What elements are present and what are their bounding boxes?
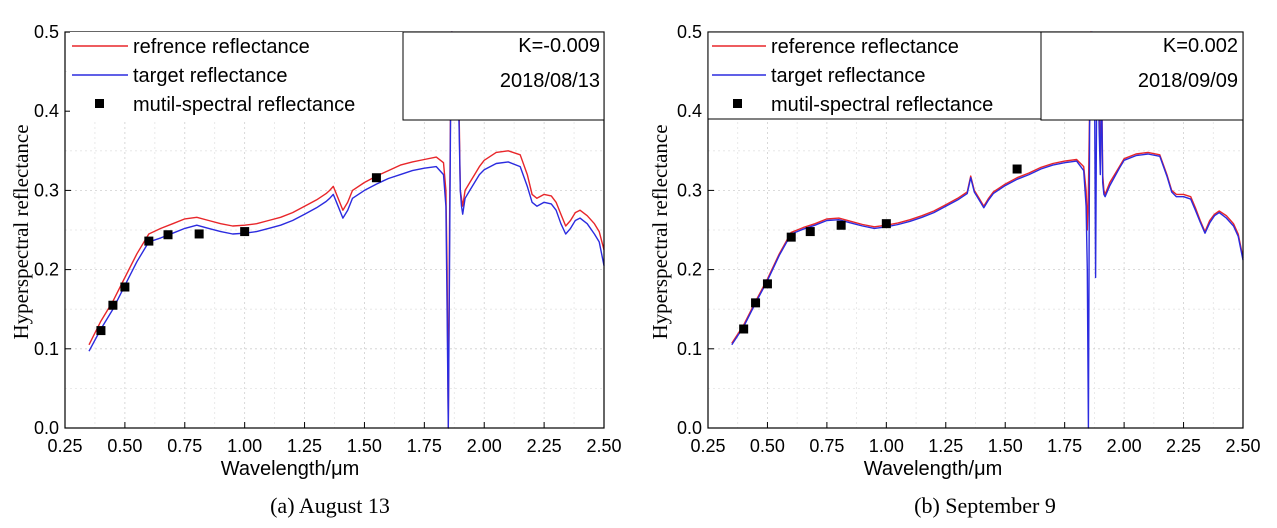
x-tick-label: 2.25 bbox=[1166, 436, 1201, 456]
x-tick-label: 2.50 bbox=[586, 436, 621, 456]
data-point-a bbox=[108, 300, 118, 310]
y-tick-label: 0.5 bbox=[677, 22, 702, 42]
x-tick-label: 1.50 bbox=[988, 436, 1023, 456]
annotation-frame-b bbox=[1040, 31, 1244, 121]
series-line-b0 bbox=[731, 31, 1244, 344]
legend-b: reference reflectance target reflectance… bbox=[707, 31, 1043, 120]
data-point-b bbox=[805, 227, 815, 237]
data-point-b bbox=[762, 279, 772, 289]
x-tick-label: 0.25 bbox=[47, 436, 82, 456]
k-value-a: K=-0.009 bbox=[518, 35, 600, 57]
y-tick-label: 0.0 bbox=[677, 418, 702, 438]
x-tick-label: 1.00 bbox=[869, 436, 904, 456]
x-axis-label-b: Wavelength/μm bbox=[864, 458, 1003, 480]
data-point-a bbox=[371, 173, 381, 183]
y-tick-label: 0.0 bbox=[34, 418, 59, 438]
legend-label-b1: target reflectance bbox=[771, 65, 926, 87]
series-points-a bbox=[96, 173, 381, 336]
x-tick-label: 2.25 bbox=[527, 436, 562, 456]
x-tick-label: 1.75 bbox=[1047, 436, 1082, 456]
series-lines-b bbox=[731, 31, 1244, 429]
axis-ticks-b: 0.25 0.50 0.75 1.00 1.25 1.50 1.75 2.00 2.25 2.50… bbox=[677, 22, 1261, 456]
legend-marker-b2 bbox=[733, 99, 742, 108]
series-points-b bbox=[739, 164, 1022, 334]
y-tick-label: 0.1 bbox=[677, 339, 702, 359]
x-tick-label: 2.00 bbox=[467, 436, 502, 456]
caption-a: (a) August 13 bbox=[270, 493, 390, 518]
x-tick-label: 1.25 bbox=[287, 436, 322, 456]
date-b: 2018/09/09 bbox=[1138, 70, 1238, 92]
x-axis-label-a: Wavelength/μm bbox=[221, 458, 360, 480]
y-axis-label-a: Hyperspectral reflectance bbox=[9, 124, 33, 339]
y-tick-label: 0.4 bbox=[34, 101, 59, 121]
x-tick-label: 1.00 bbox=[227, 436, 262, 456]
data-point-a bbox=[163, 230, 173, 240]
x-tick-label: 0.50 bbox=[107, 436, 142, 456]
data-point-b bbox=[881, 219, 891, 229]
series-line-b1 bbox=[731, 31, 1244, 429]
y-tick-label: 0.2 bbox=[34, 260, 59, 280]
x-tick-label: 1.25 bbox=[928, 436, 963, 456]
y-tick-label: 0.1 bbox=[34, 339, 59, 359]
legend-marker-a2 bbox=[95, 99, 104, 108]
caption-b: (b) September 9 bbox=[914, 493, 1056, 518]
data-point-b bbox=[739, 324, 749, 334]
data-point-b bbox=[751, 298, 761, 308]
data-point-a bbox=[194, 229, 204, 239]
legend-label-a2: mutil-spectral reflectance bbox=[133, 94, 355, 116]
data-point-a bbox=[96, 326, 106, 336]
legend-label-b2: mutil-spectral reflectance bbox=[771, 94, 993, 116]
data-point-a bbox=[120, 282, 130, 292]
chart-panel-b: 0.25 0.50 0.75 1.00 1.25 1.50 1.75 2.00 2.25 2.50… bbox=[648, 22, 1261, 518]
annotation-box-b: K=0.002 2018/09/09 bbox=[1040, 31, 1244, 121]
chart-panel-a: 0.25 0.50 0.75 1.00 1.25 1.50 1.75 2.00 2.25 2.50… bbox=[9, 22, 622, 518]
series-line-a1 bbox=[88, 31, 605, 429]
data-point-b bbox=[786, 232, 796, 242]
x-tick-label: 0.75 bbox=[167, 436, 202, 456]
annotation-frame-a bbox=[402, 31, 605, 121]
data-point-a bbox=[240, 227, 250, 237]
annotation-box-a: K=-0.009 2018/08/13 bbox=[402, 31, 605, 121]
date-a: 2018/08/13 bbox=[500, 70, 600, 92]
data-point-b bbox=[836, 220, 846, 230]
x-tick-label: 0.75 bbox=[809, 436, 844, 456]
y-axis-label-b: Hyperspectral reflectance bbox=[648, 124, 672, 339]
x-tick-label: 0.25 bbox=[690, 436, 725, 456]
data-point-b bbox=[1012, 164, 1022, 174]
x-tick-label: 1.75 bbox=[407, 436, 442, 456]
y-tick-label: 0.3 bbox=[34, 180, 59, 200]
legend-label-b0: reference reflectance bbox=[771, 36, 959, 58]
series-lines-a bbox=[88, 31, 605, 429]
x-tick-label: 1.50 bbox=[347, 436, 382, 456]
x-tick-label: 0.50 bbox=[750, 436, 785, 456]
y-tick-label: 0.3 bbox=[677, 180, 702, 200]
y-tick-label: 0.2 bbox=[677, 260, 702, 280]
y-tick-label: 0.4 bbox=[677, 101, 702, 121]
data-point-a bbox=[144, 236, 154, 246]
legend-a: refrence reflectance target reflectance … bbox=[70, 32, 404, 119]
x-tick-label: 2.50 bbox=[1225, 436, 1260, 456]
y-tick-label: 0.5 bbox=[34, 22, 59, 42]
axis-ticks-a: 0.25 0.50 0.75 1.00 1.25 1.50 1.75 2.00 2.25 2.50… bbox=[34, 22, 622, 456]
k-value-b: K=0.002 bbox=[1163, 35, 1238, 57]
legend-label-a1: target reflectance bbox=[133, 65, 288, 87]
x-tick-label: 2.00 bbox=[1107, 436, 1142, 456]
legend-label-a0: refrence reflectance bbox=[133, 36, 310, 58]
